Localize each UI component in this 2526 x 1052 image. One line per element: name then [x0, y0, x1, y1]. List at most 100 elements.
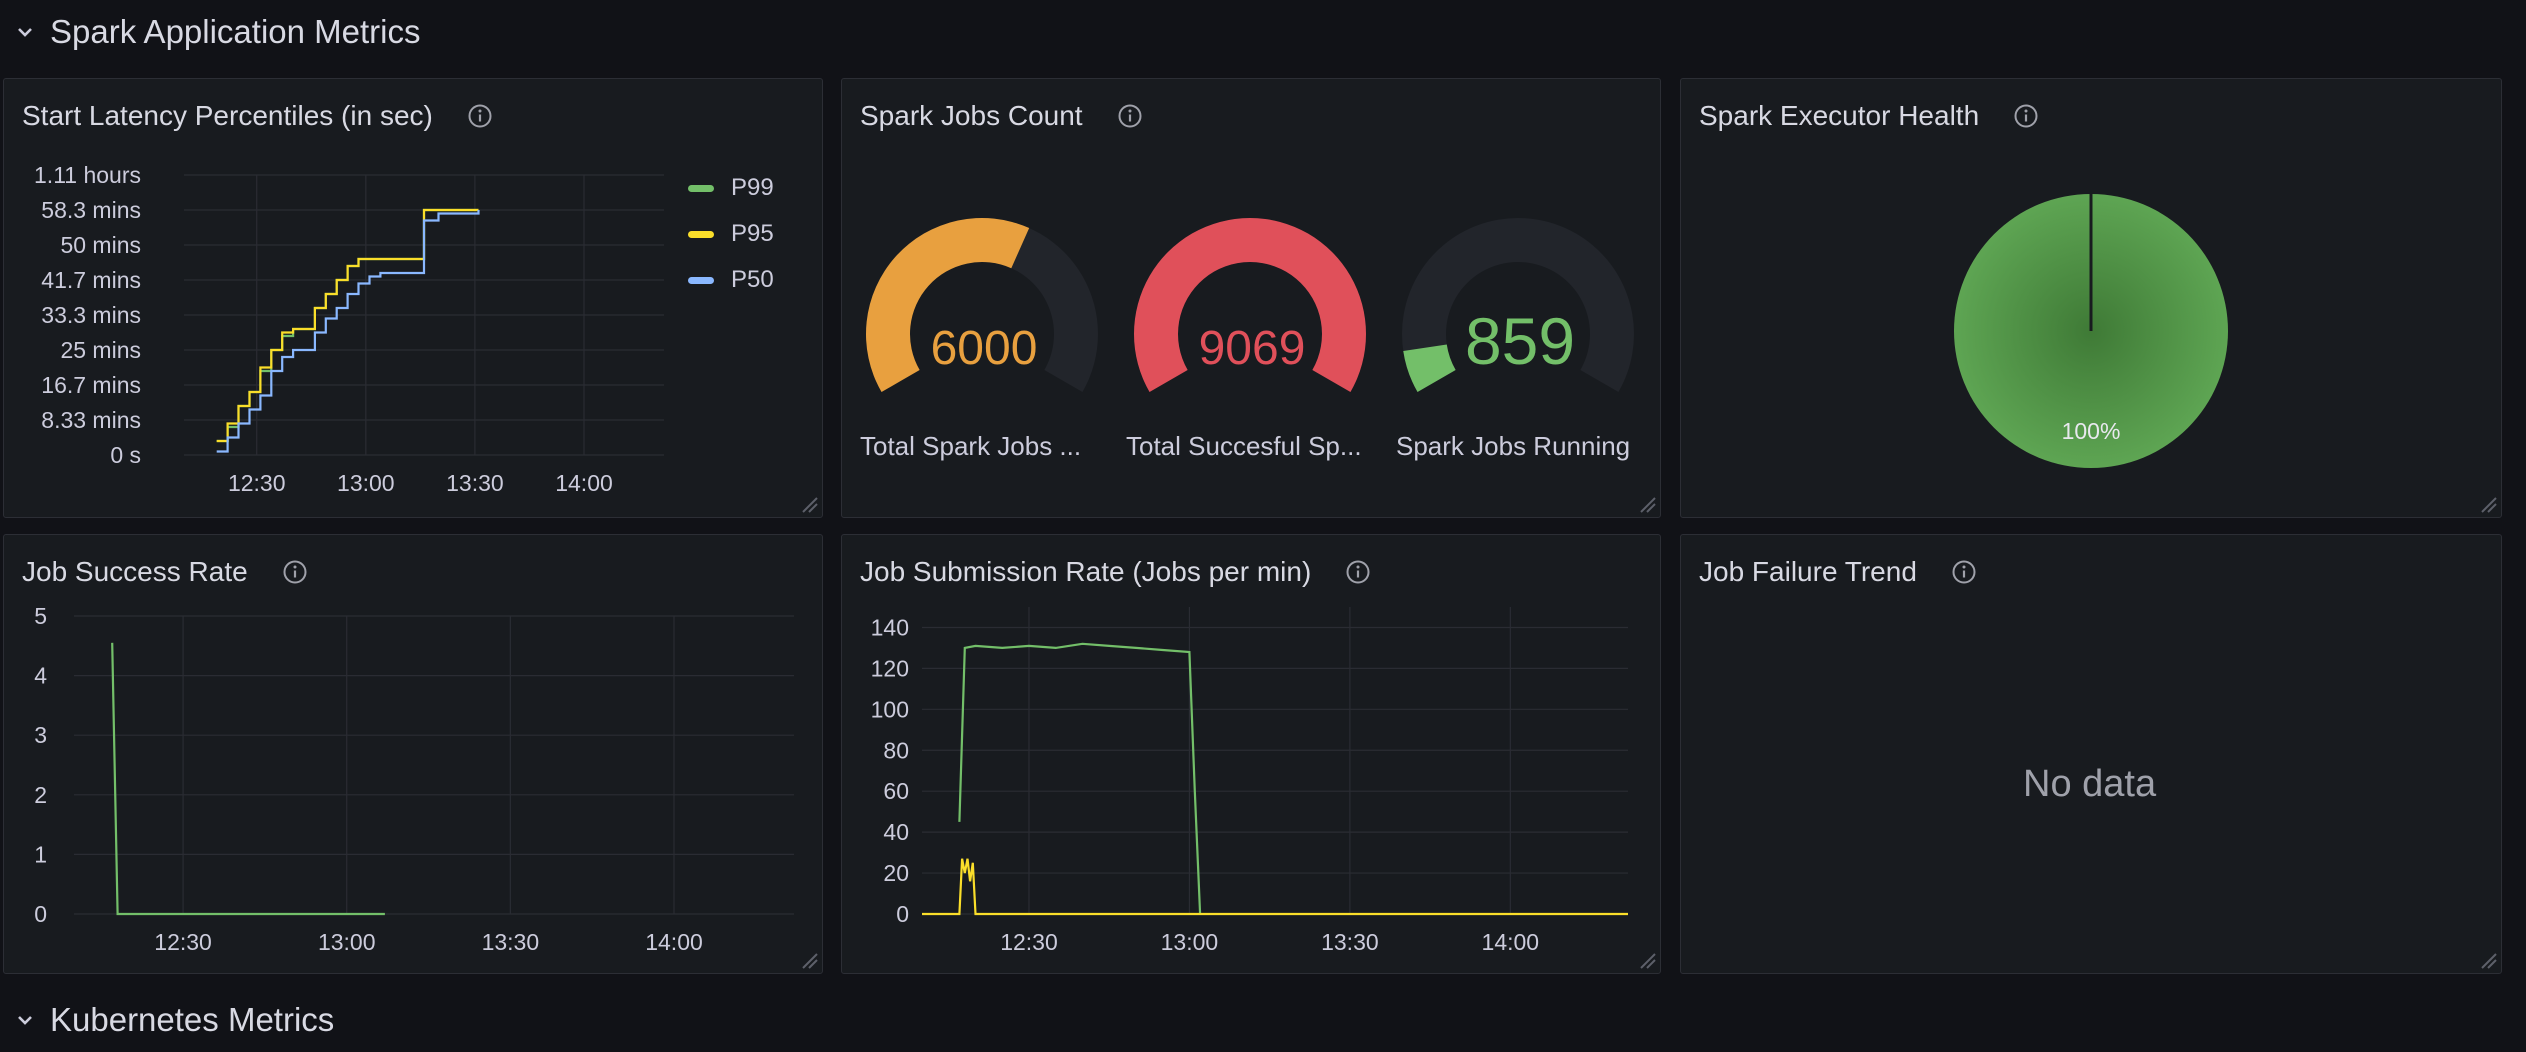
panel-spark-executor-health: Spark Executor Health 100%	[1680, 78, 2502, 518]
y-tick-label: 16.7 mins	[41, 372, 141, 398]
gauge-label: Total Succesful Sp...	[1126, 431, 1362, 461]
legend-label: P95	[731, 220, 774, 247]
y-tick-label: 5	[34, 603, 47, 629]
x-tick-label: 12:30	[228, 470, 286, 496]
gauge-label: Total Spark Jobs ...	[860, 431, 1082, 461]
series-line-p50	[216, 210, 480, 453]
panel-title-text: Start Latency Percentiles (in sec)	[22, 100, 433, 131]
info-icon[interactable]	[1951, 559, 1977, 585]
series-line	[922, 858, 1628, 916]
resize-handle[interactable]	[800, 495, 818, 513]
row-header-kubernetes[interactable]: Kubernetes Metrics	[0, 988, 334, 1052]
y-tick-label: 140	[871, 614, 909, 640]
resize-handle[interactable]	[800, 951, 818, 969]
y-tick-label: 58.3 mins	[41, 197, 141, 223]
panel-start-latency: Start Latency Percentiles (in sec) 1.11 …	[3, 78, 823, 518]
panel-title[interactable]: Spark Jobs Count	[860, 93, 1143, 139]
y-tick-label: 60	[883, 778, 909, 804]
x-tick-label: 12:30	[154, 929, 212, 955]
resize-handle[interactable]	[1638, 495, 1656, 513]
gauge-value: 859	[1465, 304, 1575, 378]
info-icon[interactable]	[467, 103, 493, 129]
chevron-down-icon[interactable]	[0, 25, 50, 39]
y-tick-label: 3	[34, 722, 47, 748]
resize-handle[interactable]	[1638, 951, 1656, 969]
y-tick-label: 4	[34, 663, 47, 689]
info-icon[interactable]	[1117, 103, 1143, 129]
gauge-fill	[1134, 218, 1366, 392]
resize-handle[interactable]	[2479, 495, 2497, 513]
x-tick-label: 13:00	[318, 929, 376, 955]
y-tick-label: 120	[871, 655, 909, 681]
chevron-down-icon[interactable]	[0, 1013, 50, 1027]
legend-swatch	[688, 276, 714, 284]
y-tick-label: 2	[34, 782, 47, 808]
y-tick-label: 80	[883, 737, 909, 763]
panel-title-text: Job Success Rate	[22, 556, 248, 587]
panel-title-text: Job Failure Trend	[1699, 556, 1917, 587]
success-rate-chart: 5 4 3 2 1 0 12:30 13:00 13:30 14:00	[34, 603, 794, 955]
y-tick-label: 33.3 mins	[41, 302, 141, 328]
series-line-p95	[216, 208, 479, 443]
x-tick-label: 12:30	[1000, 929, 1058, 955]
legend-label: P50	[731, 266, 774, 293]
series-line	[958, 642, 1202, 915]
submission-rate-chart: 140 120 100 80 60 40 20 0 12:30 13:00 13:30 14:00	[871, 607, 1628, 955]
x-tick-label: 14:00	[555, 470, 613, 496]
resize-handle[interactable]	[2479, 951, 2497, 969]
panel-job-submission-rate: Job Submission Rate (Jobs per min) 140 12…	[841, 534, 1661, 974]
panel-title-text: Spark Executor Health	[1699, 100, 1980, 131]
info-icon[interactable]	[282, 559, 308, 585]
gauges: 6000 9069 859	[866, 217, 1634, 392]
series-line	[111, 642, 385, 916]
row-header-spark[interactable]: Spark Application Metrics	[0, 0, 421, 64]
gauge-fill	[1403, 344, 1456, 392]
gauge-value: 6000	[931, 322, 1038, 375]
y-tick-label: 20	[883, 860, 909, 886]
y-tick-label: 0	[34, 901, 47, 927]
x-tick-label: 13:30	[482, 929, 540, 955]
legend-item-p50[interactable]: P50	[688, 266, 774, 294]
pie-chart: 100%	[1954, 194, 2228, 468]
x-tick-label: 14:00	[645, 929, 703, 955]
panel-title[interactable]: Start Latency Percentiles (in sec)	[22, 93, 493, 139]
row-title: Spark Application Metrics	[50, 13, 421, 50]
legend-item-p99[interactable]: P99	[688, 174, 774, 202]
info-icon[interactable]	[1345, 559, 1371, 585]
panel-title[interactable]: Job Failure Trend	[1699, 549, 1977, 595]
x-tick-label: 13:30	[446, 470, 504, 496]
panel-title[interactable]: Spark Executor Health	[1699, 93, 2039, 139]
row-title: Kubernetes Metrics	[50, 1001, 335, 1038]
no-data-message: No data	[2023, 763, 2157, 805]
gauge-label: Spark Jobs Running	[1396, 431, 1631, 461]
y-tick-label: 1.11 hours	[34, 162, 141, 188]
info-icon[interactable]	[2013, 103, 2039, 129]
latency-chart: 1.11 hours 58.3 mins 50 mins 41.7 mins 33.3 …	[34, 162, 664, 496]
y-tick-label: 0 s	[110, 442, 141, 468]
panel-title-text: Job Submission Rate (Jobs per min)	[860, 556, 1312, 587]
y-tick-label: 100	[871, 696, 909, 722]
y-tick-label: 50 mins	[60, 232, 141, 258]
legend-swatch	[688, 230, 714, 238]
panel-title-text: Spark Jobs Count	[860, 100, 1083, 131]
x-tick-label: 14:00	[1482, 929, 1540, 955]
gauge-track	[1402, 217, 1634, 392]
gauge-value: 9069	[1199, 322, 1306, 375]
y-tick-label: 40	[883, 819, 909, 845]
y-tick-label: 0	[896, 901, 909, 927]
legend-item-p95[interactable]: P95	[688, 220, 774, 248]
panel-job-success-rate: Job Success Rate 5 4 3 2 1 0 12:30 13:00 13:30 1…	[3, 534, 823, 974]
gauge-fill	[866, 218, 1030, 392]
panel-job-failure-trend: Job Failure Trend No data	[1680, 534, 2502, 974]
x-tick-label: 13:00	[1161, 929, 1219, 955]
x-tick-label: 13:00	[337, 470, 395, 496]
panel-title[interactable]: Job Submission Rate (Jobs per min)	[860, 549, 1371, 595]
y-tick-label: 8.33 mins	[41, 407, 141, 433]
x-tick-label: 13:30	[1321, 929, 1379, 955]
y-tick-label: 25 mins	[60, 337, 141, 363]
panel-spark-jobs-count: Spark Jobs Count 6000 9069 859 Total Spark…	[841, 78, 1661, 518]
legend-label: P99	[731, 174, 774, 201]
panel-title[interactable]: Job Success Rate	[22, 549, 308, 595]
legend-swatch	[688, 184, 714, 192]
y-tick-label: 1	[34, 841, 47, 867]
